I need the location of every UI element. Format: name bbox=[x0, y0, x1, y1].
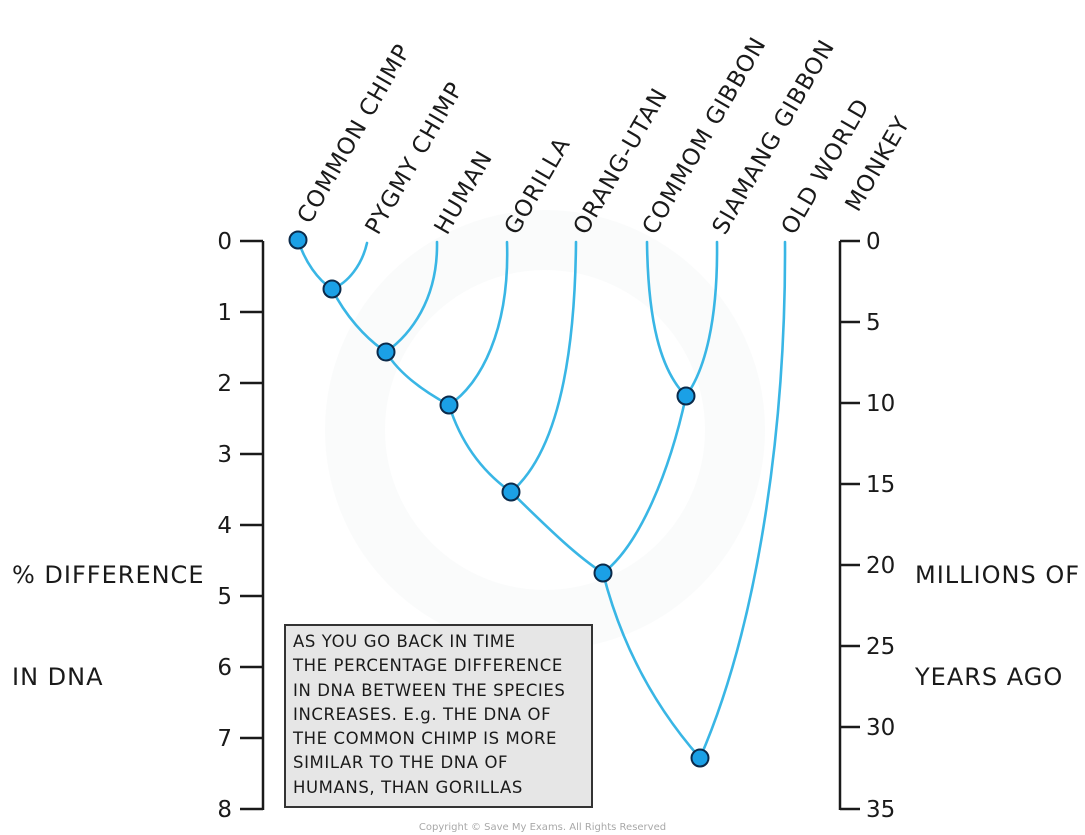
left-tick-label: 6 bbox=[217, 655, 232, 681]
right-tick-label: 10 bbox=[866, 391, 895, 417]
left-tick-label: 8 bbox=[217, 797, 232, 823]
branch-human bbox=[384, 240, 439, 354]
left-axis-title-line2: IN DNA bbox=[12, 663, 104, 691]
watermark-logo bbox=[325, 210, 765, 650]
left-axis bbox=[240, 239, 265, 811]
branch-common-gibbon bbox=[645, 240, 688, 398]
right-axis-title-line1: MILLIONS OF bbox=[915, 561, 1081, 589]
note-line: INCREASES. E.g. THE DNA OF bbox=[293, 704, 552, 724]
tree-nodes bbox=[288, 230, 710, 768]
node-common-chimp bbox=[288, 230, 308, 250]
right-axis-title: MILLIONS OF YEARS AGO bbox=[915, 490, 1080, 728]
copyright-notice: Copyright © Save My Exams. All Rights Re… bbox=[418, 822, 667, 833]
right-tick-label: 30 bbox=[866, 715, 895, 741]
left-tick-label: 1 bbox=[217, 300, 232, 326]
left-axis-title-line1: % DIFFERENCE bbox=[12, 561, 205, 589]
note-line: SIMILAR TO THE DNA OF bbox=[293, 753, 509, 773]
node-ape-split bbox=[593, 563, 613, 583]
branch-orang-utan bbox=[509, 240, 578, 494]
branch-siamang-gibbon bbox=[684, 240, 719, 398]
note-line: IN DNA BETWEEN THE SPECIES bbox=[293, 680, 566, 700]
right-tick-label: 0 bbox=[866, 229, 881, 255]
tree-branches bbox=[296, 238, 787, 760]
note-line: THE COMMON CHIMP IS MORE bbox=[293, 729, 558, 749]
left-tick-label: 4 bbox=[217, 513, 232, 539]
left-axis-title: % DIFFERENCE IN DNA bbox=[12, 490, 204, 728]
right-tick-label: 15 bbox=[866, 472, 895, 498]
species-label-common-gibbon: COMMOM GIBBON bbox=[638, 33, 772, 239]
node-gorilla-split bbox=[439, 395, 459, 415]
right-tick-label: 20 bbox=[866, 553, 895, 579]
right-axis bbox=[838, 239, 860, 811]
node-human-split bbox=[376, 342, 396, 362]
branch-old-world-monkey bbox=[698, 240, 787, 760]
species-labels: COMMON CHIMP PYGMY CHIMP HUMAN GORILLA O… bbox=[293, 33, 916, 239]
node-monkey-split bbox=[690, 748, 710, 768]
note-line: THE PERCENTAGE DIFFERENCE bbox=[293, 656, 563, 676]
branch-gorilla bbox=[447, 240, 509, 407]
right-tick-label: 35 bbox=[866, 797, 895, 823]
note-line: AS YOU GO BACK IN TIME bbox=[293, 632, 516, 651]
branch-gibbon-clade bbox=[601, 394, 688, 575]
right-tick-label: 25 bbox=[866, 634, 895, 660]
left-tick-label: 2 bbox=[217, 371, 232, 397]
branch-main-chain bbox=[296, 238, 702, 760]
node-chimp-split bbox=[322, 279, 342, 299]
note-line: HUMANS, THAN GORILLAS bbox=[293, 777, 523, 797]
left-tick-label: 7 bbox=[217, 726, 232, 752]
explanation-note-box: AS YOU GO BACK IN TIME THE PERCENTAGE DI… bbox=[284, 624, 593, 808]
right-tick-label: 5 bbox=[866, 310, 881, 336]
right-axis-tick-labels: 0 5 10 15 20 25 30 35 bbox=[866, 229, 895, 823]
left-axis-tick-labels: 0 1 2 3 4 5 6 7 8 bbox=[217, 229, 232, 823]
node-orangutan-split bbox=[501, 482, 521, 502]
node-gibbon-split bbox=[676, 386, 696, 406]
left-tick-label: 5 bbox=[217, 584, 232, 610]
species-label-siamang-gibbon: SIAMANG GIBBON bbox=[708, 35, 841, 239]
left-tick-label: 0 bbox=[217, 229, 232, 255]
right-axis-title-line2: YEARS AGO bbox=[915, 663, 1064, 691]
left-tick-label: 3 bbox=[217, 442, 232, 468]
